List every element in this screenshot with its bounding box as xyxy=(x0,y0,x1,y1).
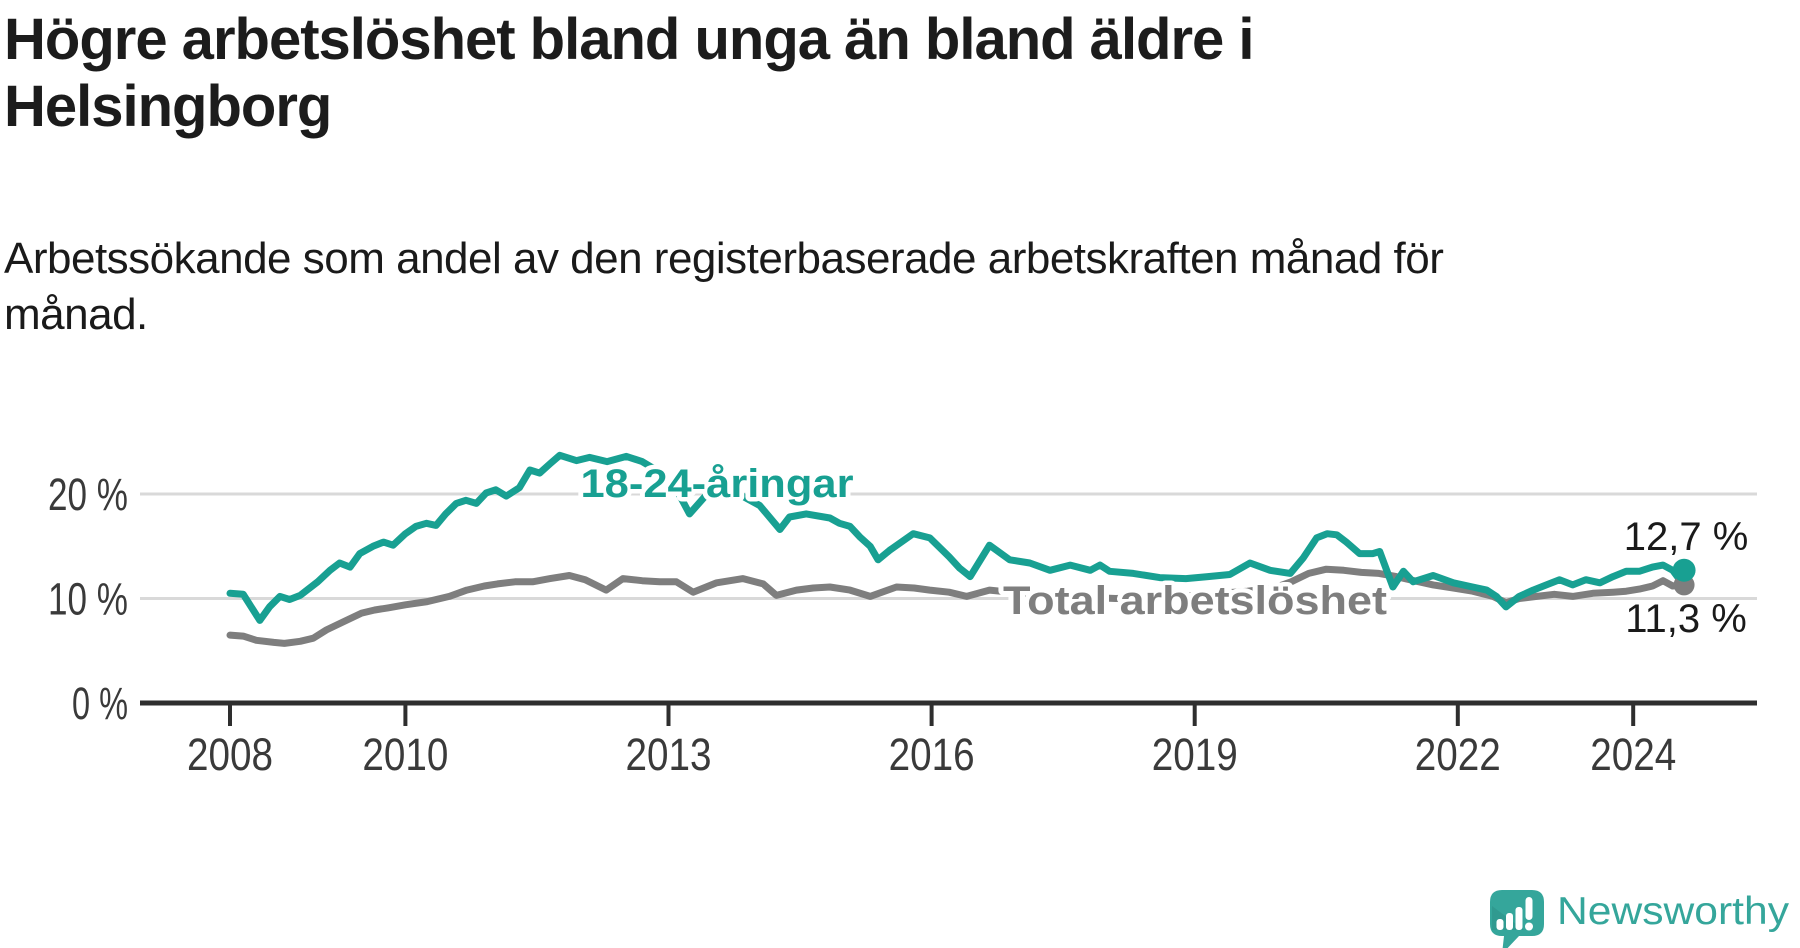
end-value-label-youth: 12,7 % xyxy=(1624,515,1749,559)
bar-icon-large xyxy=(1515,907,1523,930)
y-tick-label-20: 20 % xyxy=(48,469,128,520)
newsworthy-logo-icon xyxy=(1490,890,1544,948)
end-dot-0 xyxy=(1672,558,1696,582)
series-label-youth: 18-24-åringar xyxy=(581,462,854,506)
exclamation-bar-icon xyxy=(1525,897,1533,920)
series-line-0 xyxy=(226,451,1688,624)
exclamation-dot-icon xyxy=(1525,922,1533,931)
series-label-total: Total arbetslöshet xyxy=(1003,579,1387,623)
page-title: Högre arbetslöshet bland unga än bland ä… xyxy=(4,6,1764,140)
newsworthy-logo-text: Newsworthy xyxy=(1557,890,1790,933)
bar-icon-medium xyxy=(1506,913,1513,930)
gridlines: 0 % 10 % 20 % xyxy=(48,469,1757,729)
title-line-2: Helsingborg xyxy=(4,74,332,139)
x-tick-label-2022: 2022 xyxy=(1415,729,1501,780)
series-line-1 xyxy=(226,565,1688,647)
x-axis: 2008 2010 2013 2016 2019 2022 2024 xyxy=(140,700,1757,780)
x-tick-label-2019: 2019 xyxy=(1152,729,1238,780)
title-line-1: Högre arbetslöshet bland unga än bland ä… xyxy=(4,7,1255,72)
subtitle-line-2: månad. xyxy=(4,290,148,339)
x-tick-label-2024: 2024 xyxy=(1590,729,1676,780)
newsworthy-logo[interactable]: Newsworthy xyxy=(1490,890,1790,948)
x-tick-label-2010: 2010 xyxy=(362,729,448,780)
series-lines xyxy=(226,451,1688,647)
subtitle-line-1: Arbetssökande som andel av den registerb… xyxy=(4,234,1444,283)
x-tick-label-2016: 2016 xyxy=(889,729,975,780)
y-tick-label-0: 0 % xyxy=(72,678,128,729)
x-tick-label-2008: 2008 xyxy=(187,729,273,780)
x-tick-label-2013: 2013 xyxy=(626,729,712,780)
chart-subtitle: Arbetssökande som andel av den registerb… xyxy=(4,231,1764,343)
end-value-label-total: 11,3 % xyxy=(1625,597,1747,641)
bar-icon-small xyxy=(1496,919,1504,930)
series-end-dots xyxy=(1672,558,1696,596)
y-tick-label-10: 10 % xyxy=(48,574,128,625)
